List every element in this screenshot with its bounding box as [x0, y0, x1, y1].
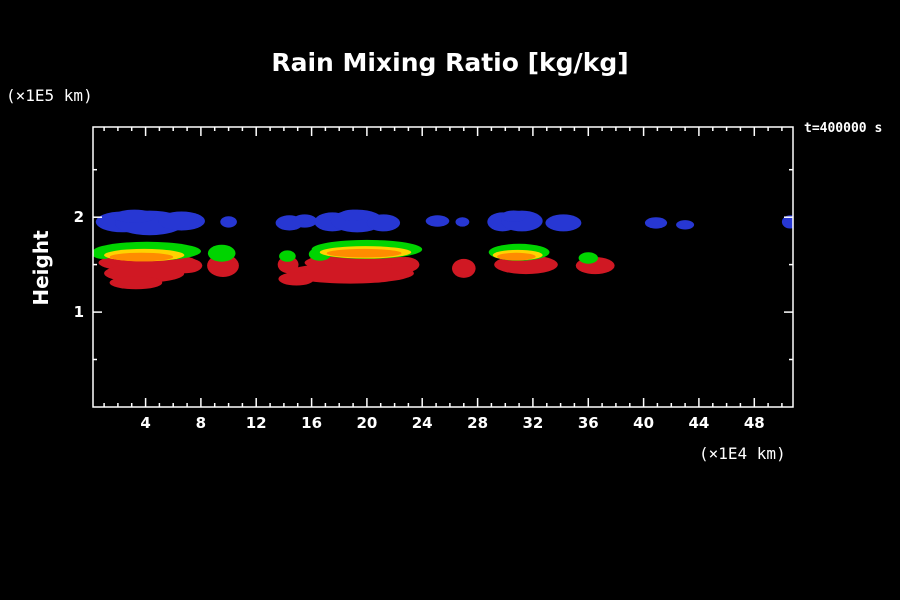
x-tick-label: 8	[196, 414, 206, 432]
blue-contour-blob	[339, 209, 367, 221]
x-tick-label: 40	[633, 414, 654, 432]
blue-contour-blob	[545, 214, 582, 232]
x-axis-unit-label: (×1E4 km)	[699, 444, 786, 463]
x-tick-label: 12	[246, 414, 267, 432]
red-contour-blob	[278, 272, 315, 286]
x-tick-label: 20	[356, 414, 377, 432]
green-contour-blob	[578, 252, 598, 264]
green-contour-blob	[279, 250, 296, 262]
x-tick-label: 16	[301, 414, 322, 432]
x-tick-label: 48	[744, 414, 765, 432]
blue-contour-blob	[425, 215, 450, 227]
blue-contour-blob	[455, 217, 470, 227]
blue-contour-blob	[292, 214, 318, 228]
red-contour-blob	[169, 258, 203, 274]
blue-contour-blob	[644, 217, 668, 229]
x-tick-label: 32	[522, 414, 543, 432]
blue-contour-blob	[158, 211, 205, 231]
x-tick-label: 36	[578, 414, 599, 432]
time-annotation: t=400000 s	[804, 121, 883, 136]
orange-contour-blob	[326, 248, 402, 258]
orange-contour-blob	[109, 252, 174, 262]
x-tick-label: 24	[412, 414, 433, 432]
red-contour-blob	[286, 262, 414, 284]
blue-contour-blob	[220, 216, 237, 228]
axis-ticks	[93, 127, 793, 407]
blue-contour-blob	[501, 210, 527, 222]
blue-contour-blob	[113, 209, 156, 223]
x-tick-label: 4	[140, 414, 150, 432]
x-tick-label: 44	[688, 414, 709, 432]
red-contour-blob	[452, 258, 476, 278]
blue-contour-blob	[366, 214, 401, 232]
blue-contour-blob	[676, 220, 695, 230]
chart-title: Rain Mixing Ratio [kg/kg]	[271, 48, 629, 77]
y-tick-label: 2	[74, 208, 84, 226]
contour-blobs	[93, 209, 793, 290]
orange-contour-blob	[496, 252, 536, 261]
green-contour-blob	[207, 244, 236, 262]
x-tick-label: 28	[467, 414, 488, 432]
blue-contour-blob	[781, 215, 793, 229]
y-axis-unit-label: (×1E5 km)	[6, 86, 93, 105]
plot-border	[92, 126, 794, 408]
red-contour-blob	[391, 257, 420, 273]
y-tick-label: 1	[74, 303, 84, 321]
red-contour-blob	[109, 276, 163, 290]
